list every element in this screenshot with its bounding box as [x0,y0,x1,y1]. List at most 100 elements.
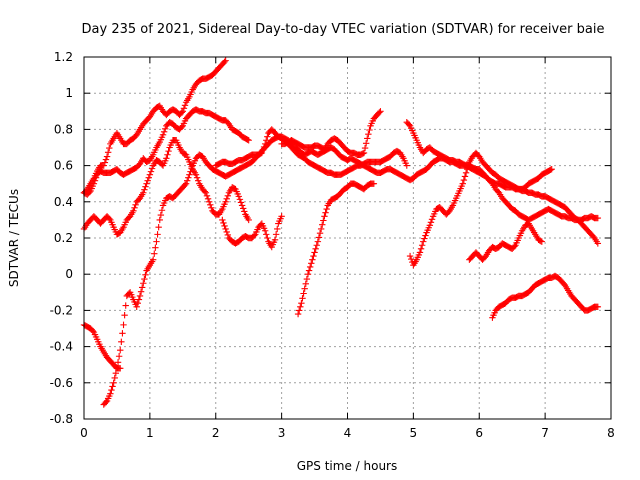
data-point [86,188,93,196]
data-point [366,126,373,134]
data-point [244,136,251,143]
data-point [319,221,326,228]
data-point [208,204,215,212]
data-point [142,183,149,190]
data-point [111,374,118,382]
data-point [151,250,158,257]
data-point [362,140,370,147]
data-point [117,347,124,354]
data-point [130,207,137,215]
y-tick-label: -0.4 [50,340,73,354]
data-point [258,149,266,157]
data-point [428,216,436,223]
series-arc-4 [80,321,124,372]
data-point [313,242,320,249]
data-point [239,205,247,212]
data-point [142,271,149,279]
data-point [201,188,208,195]
y-tick-label: -0.6 [50,376,73,390]
data-point [152,244,159,251]
data-point [138,284,146,291]
data-point [311,249,318,256]
data-point [135,296,143,303]
data-point [221,222,228,230]
data-point [141,186,148,193]
x-tick-label: 4 [344,426,352,440]
data-point [310,252,317,260]
data-point [306,263,314,271]
data-point [164,151,171,158]
data-point [185,174,192,181]
data-point [109,383,116,390]
series-arc-7 [294,180,378,318]
x-tick-label: 1 [146,426,154,440]
data-point [427,219,435,226]
data-point [460,176,468,184]
y-tick-label: 0.4 [54,195,73,209]
x-tick-label: 2 [212,426,220,440]
data-point [360,149,368,157]
data-point [179,108,187,115]
data-point [322,209,329,216]
data-point [537,237,544,245]
data-point [178,123,185,131]
data-point [102,398,110,406]
data-point [115,353,123,360]
data-point [187,168,194,175]
data-point [264,234,271,242]
data-point [426,222,434,229]
data-point [202,189,210,196]
data-point [106,215,113,222]
data-point [222,198,229,205]
data-point [406,252,414,260]
data-point [203,192,211,199]
data-point [359,150,367,157]
series-arc-5 [100,133,602,408]
data-point [182,180,190,187]
y-axis-label: SDTVAR / TECUs [7,189,21,287]
y-tick-label: 0.6 [54,159,73,173]
data-point [316,229,324,237]
data-point [147,168,155,175]
data-point [547,166,554,174]
data-point [302,280,309,288]
data-point [222,225,229,233]
data-point [237,199,245,206]
data-point [113,365,121,372]
data-point [420,238,427,245]
data-point [298,299,305,307]
data-point [204,195,212,202]
x-tick-label: 7 [541,426,549,440]
x-tick-label: 5 [410,426,418,440]
data-point [309,256,316,263]
y-tick-label: 0.8 [54,122,73,136]
data-point [261,227,269,234]
data-point [160,128,168,136]
data-point [297,303,304,310]
data-point [320,217,327,224]
data-point [594,214,602,222]
x-tick-label: 8 [607,426,615,440]
data-point [314,238,322,245]
x-tick-label: 3 [278,426,286,440]
x-axis-label: GPS time / hours [297,459,398,473]
data-point [301,285,308,292]
data-point [102,156,110,163]
data-point [364,135,371,142]
data-point [118,338,125,345]
x-tick-label: 0 [80,426,88,440]
data-point [271,236,279,244]
series-arc-9 [212,126,410,178]
data-point [365,131,372,138]
data-point [260,143,268,151]
data-point [144,177,151,184]
data-point [263,137,270,144]
data-point [594,303,602,310]
data-point [103,153,111,160]
data-point [155,223,162,231]
data-point [91,177,99,184]
data-point [299,295,306,302]
data-point [308,260,315,267]
data-point [154,231,161,238]
data-point [90,180,98,187]
